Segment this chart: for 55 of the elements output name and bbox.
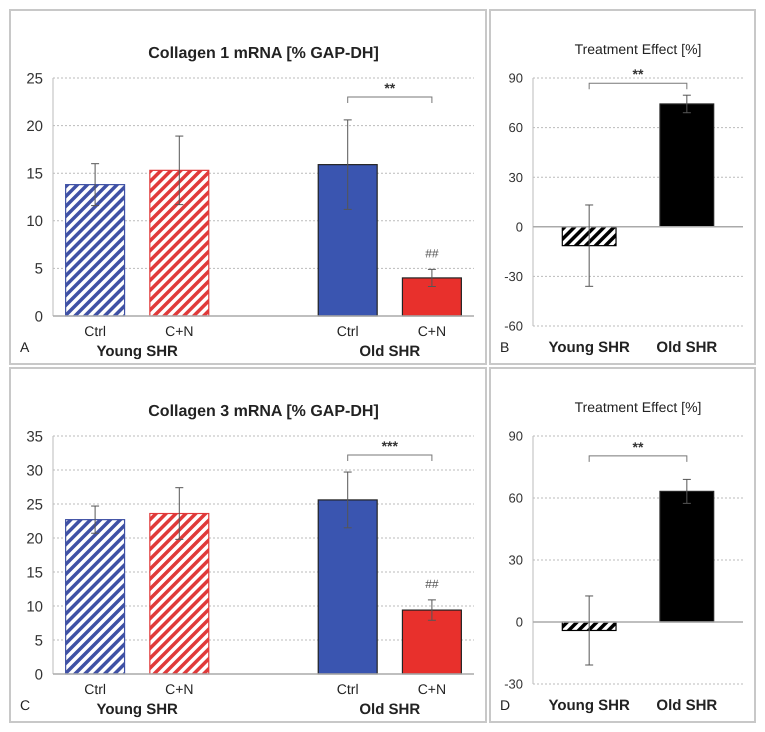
y-tick-label: 0 (516, 614, 523, 630)
x-tick-label: Ctrl (84, 681, 106, 697)
y-tick-label: 90 (508, 428, 523, 444)
text: B (500, 339, 510, 355)
bar (402, 609, 462, 675)
bar (149, 512, 210, 675)
annotation: *** (382, 438, 399, 454)
text: C (20, 697, 30, 713)
y-tick-label: 60 (508, 490, 523, 506)
x-tick-label: C+N (418, 323, 446, 339)
y-tick-label: 5 (34, 632, 43, 650)
y-tick-label: 60 (508, 120, 523, 136)
annotation: ## (425, 576, 439, 591)
chart-title: Collagen 1 mRNA [% GAP-DH] (148, 45, 379, 62)
y-tick-label: 30 (26, 462, 43, 480)
y-tick-label: 5 (34, 260, 43, 278)
y-tick-label: 30 (508, 170, 523, 185)
y-tick-label: 15 (26, 165, 43, 182)
x-tick-label: Ctrl (84, 323, 106, 339)
x-tick-label: C+N (165, 681, 194, 697)
y-tick-label: 20 (26, 118, 43, 135)
bar (65, 519, 126, 675)
y-tick-label: 15 (26, 564, 43, 582)
y-tick-label: 0 (34, 666, 43, 684)
annotation: ## (425, 246, 439, 260)
bar (318, 499, 378, 675)
y-tick-label: -30 (504, 268, 523, 284)
y-tick-label: 10 (26, 598, 43, 616)
x-tick-label: Ctrl (336, 681, 359, 697)
x-tick-label: C+N (418, 681, 446, 697)
annotation: ** (384, 80, 396, 96)
y-tick-label: 90 (508, 70, 523, 86)
bar (149, 170, 210, 317)
y-tick-label: 30 (508, 552, 523, 568)
chart-title: Treatment Effect [%] (574, 399, 702, 415)
y-tick-label: -30 (504, 676, 523, 692)
annotation: ** (632, 66, 644, 82)
y-tick-label: 35 (26, 428, 43, 446)
bar (318, 164, 378, 317)
chart-title: Treatment Effect [%] (574, 41, 702, 57)
y-tick-label: 20 (26, 530, 43, 548)
y-tick-label: -60 (504, 318, 523, 334)
y-tick-label: 25 (26, 70, 43, 88)
y-tick-label: 10 (26, 213, 43, 230)
annotation: ** (632, 438, 644, 455)
y-tick-label: 0 (34, 308, 43, 326)
text: A (20, 339, 30, 355)
bar (402, 277, 462, 317)
y-tick-label: 0 (516, 219, 523, 234)
bar (65, 184, 126, 317)
x-tick-label: C+N (165, 323, 194, 339)
y-tick-label: 25 (26, 496, 43, 514)
chart-title: Collagen 3 mRNA [% GAP-DH] (148, 403, 379, 420)
text: D (500, 697, 510, 713)
x-tick-label: Ctrl (336, 323, 359, 339)
